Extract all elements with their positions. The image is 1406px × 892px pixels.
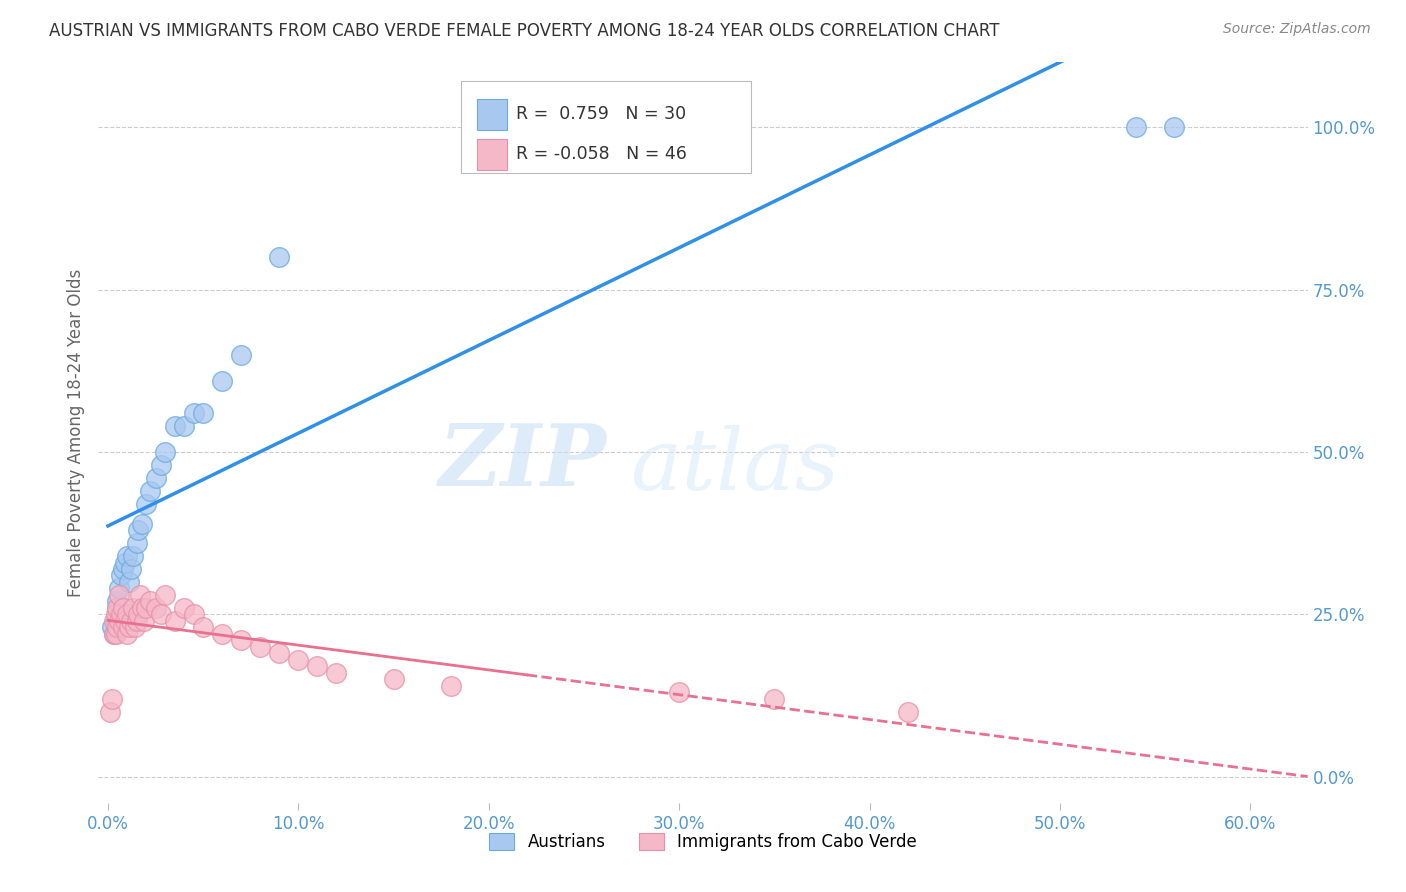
Point <box>112 601 135 615</box>
Point <box>100 620 122 634</box>
Point <box>145 471 167 485</box>
Point <box>211 374 233 388</box>
Point <box>114 556 136 570</box>
Point <box>440 679 463 693</box>
FancyBboxPatch shape <box>461 81 751 173</box>
Point <box>1125 120 1147 135</box>
Point <box>325 665 347 680</box>
Point <box>125 536 148 550</box>
Point <box>115 607 138 622</box>
Point <box>112 620 135 634</box>
Point <box>120 614 142 628</box>
Point <box>108 588 131 602</box>
Point <box>104 607 127 622</box>
Point <box>173 419 195 434</box>
Point <box>98 705 121 719</box>
Point <box>153 445 176 459</box>
Point <box>163 419 186 434</box>
Point <box>121 549 143 563</box>
Point <box>112 562 135 576</box>
Point <box>107 601 129 615</box>
Point <box>211 627 233 641</box>
Text: atlas: atlas <box>630 425 839 508</box>
Point <box>191 406 214 420</box>
Point <box>103 627 125 641</box>
Point <box>231 348 253 362</box>
Text: ZIP: ZIP <box>439 420 606 504</box>
Point <box>496 120 519 135</box>
Point <box>269 250 291 264</box>
Point <box>131 516 153 531</box>
Point <box>763 692 786 706</box>
Point <box>110 568 132 582</box>
Point <box>124 620 146 634</box>
Point <box>127 607 149 622</box>
Point <box>135 497 157 511</box>
Y-axis label: Female Poverty Among 18-24 Year Olds: Female Poverty Among 18-24 Year Olds <box>66 268 84 597</box>
Point <box>108 614 131 628</box>
Point <box>127 523 149 537</box>
Point <box>115 627 138 641</box>
Point <box>125 614 148 628</box>
Point <box>131 601 153 615</box>
Point <box>478 120 501 135</box>
Point <box>103 627 125 641</box>
Point <box>118 574 141 589</box>
Point <box>231 633 253 648</box>
Point <box>153 588 176 602</box>
Text: AUSTRIAN VS IMMIGRANTS FROM CABO VERDE FEMALE POVERTY AMONG 18-24 YEAR OLDS CORR: AUSTRIAN VS IMMIGRANTS FROM CABO VERDE F… <box>49 22 1000 40</box>
Point <box>150 458 173 472</box>
Point <box>269 647 291 661</box>
Point <box>135 601 157 615</box>
Point <box>121 601 143 615</box>
Point <box>191 620 214 634</box>
Text: R = -0.058   N = 46: R = -0.058 N = 46 <box>516 145 686 163</box>
Point <box>118 620 141 634</box>
Point <box>114 614 136 628</box>
Point <box>150 607 173 622</box>
Point <box>145 601 167 615</box>
Text: R =  0.759   N = 30: R = 0.759 N = 30 <box>516 105 686 123</box>
Point <box>120 562 142 576</box>
Point <box>115 549 138 563</box>
Point <box>108 582 131 596</box>
Point <box>129 588 152 602</box>
Point <box>107 620 129 634</box>
Point <box>139 484 162 499</box>
Point <box>107 594 129 608</box>
Point <box>104 627 127 641</box>
Point <box>382 673 405 687</box>
Point <box>103 614 125 628</box>
Point <box>183 607 205 622</box>
Point <box>287 653 309 667</box>
Bar <box>477 139 508 170</box>
Point <box>249 640 271 654</box>
Text: Source: ZipAtlas.com: Source: ZipAtlas.com <box>1223 22 1371 37</box>
Point <box>163 614 186 628</box>
Point <box>307 659 329 673</box>
Point <box>668 685 690 699</box>
Point <box>183 406 205 420</box>
Point <box>139 594 162 608</box>
Point <box>173 601 195 615</box>
Point <box>110 607 132 622</box>
Point <box>104 614 127 628</box>
Point <box>100 692 122 706</box>
Point <box>1163 120 1185 135</box>
Bar <box>477 99 508 130</box>
Point <box>134 614 156 628</box>
Point <box>107 601 129 615</box>
Legend: Austrians, Immigrants from Cabo Verde: Austrians, Immigrants from Cabo Verde <box>482 826 924 857</box>
Point <box>897 705 920 719</box>
